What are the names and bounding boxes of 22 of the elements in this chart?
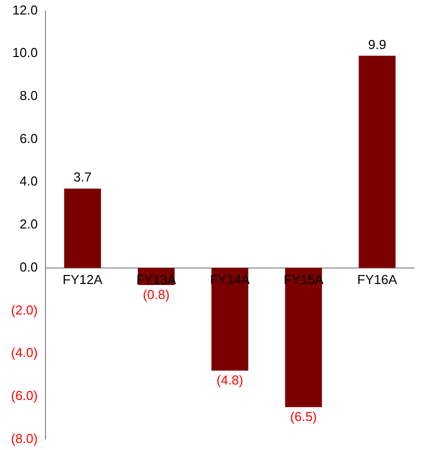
y-tick-label: 10.0	[12, 45, 38, 60]
x-tick-label: FY16A	[357, 272, 398, 287]
data-label: 9.9	[368, 36, 386, 52]
bar	[285, 268, 322, 408]
y-tick-label: 2.0	[20, 216, 38, 232]
bar	[358, 56, 396, 268]
bar	[211, 268, 248, 371]
y-tick-label: 0.0	[20, 259, 38, 274]
y-tick-label: (6.0)	[10, 388, 38, 403]
data-label: (0.8)	[142, 287, 170, 302]
data-label: (6.5)	[290, 409, 317, 424]
y-tick-label: (4.0)	[10, 345, 38, 360]
bar	[64, 188, 101, 268]
x-tick-label: FY12A	[62, 272, 103, 287]
y-tick-label: 8.0	[20, 88, 38, 104]
data-label: 3.7	[74, 170, 92, 185]
y-tick-label: (8.0)	[10, 430, 38, 446]
data-label: (4.8)	[216, 372, 244, 388]
y-tick-label: 6.0	[20, 130, 38, 146]
y-tick-label: 4.0	[20, 174, 38, 189]
y-tick-label: 12.0	[12, 2, 38, 18]
y-tick-label: (2.0)	[10, 302, 38, 318]
